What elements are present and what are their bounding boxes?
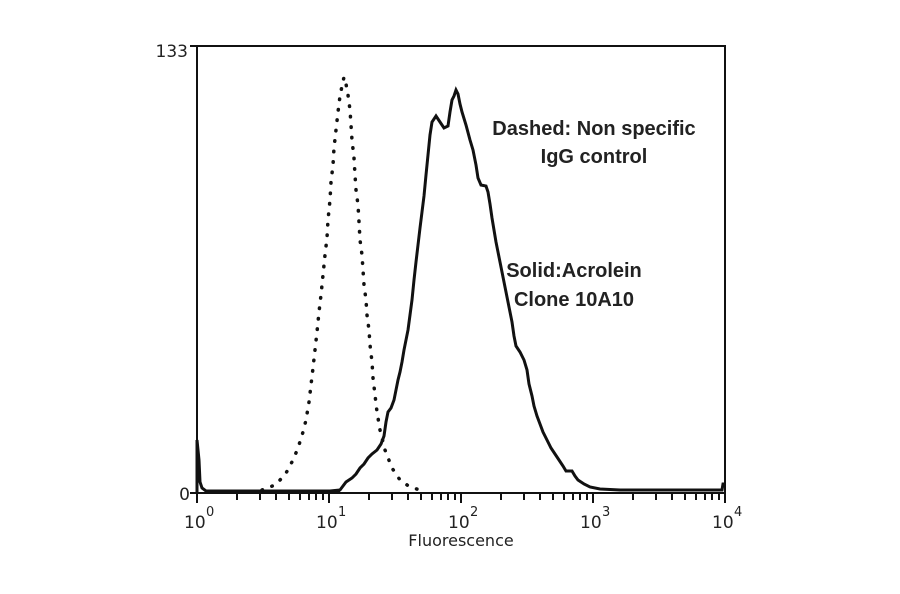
x-tick-10-4-exp: 4	[734, 505, 742, 520]
x-tick-labels: 10 0 10 1 10 2 10 3 10 4	[184, 505, 742, 533]
x-tick-10-4-base: 10	[712, 513, 734, 533]
annotation-dashed-line2: IgG control	[541, 146, 648, 168]
solid-acrolein-curve	[329, 86, 725, 493]
x-tick-10-3-exp: 3	[602, 505, 610, 520]
x-tick-10-2-exp: 2	[470, 505, 478, 520]
x-tick-10-2-base: 10	[448, 513, 470, 533]
annotation-solid-line1: Solid:Acrolein	[506, 260, 642, 282]
annotation-solid: Solid:Acrolein Clone 10A10	[506, 260, 642, 311]
x-tick-10-0-exp: 0	[206, 505, 214, 520]
x-tick-10-0-base: 10	[184, 513, 206, 533]
x-axis-title: Fluorescence	[408, 531, 513, 550]
x-tick-10-1-base: 10	[316, 513, 338, 533]
annotation-solid-line2: Clone 10A10	[514, 289, 634, 311]
annotation-dashed-line1: Dashed: Non specific	[492, 118, 695, 140]
dotted-igg-control-curve	[260, 76, 422, 492]
x-tick-10-1-exp: 1	[338, 505, 346, 520]
annotation-dashed: Dashed: Non specific IgG control	[492, 118, 695, 168]
solid-baseline-left	[195, 439, 340, 493]
y-min-label: 0	[179, 485, 190, 505]
x-axis-ticks	[196, 493, 726, 503]
y-max-label: 133	[156, 42, 188, 62]
x-tick-10-3-base: 10	[580, 513, 602, 533]
